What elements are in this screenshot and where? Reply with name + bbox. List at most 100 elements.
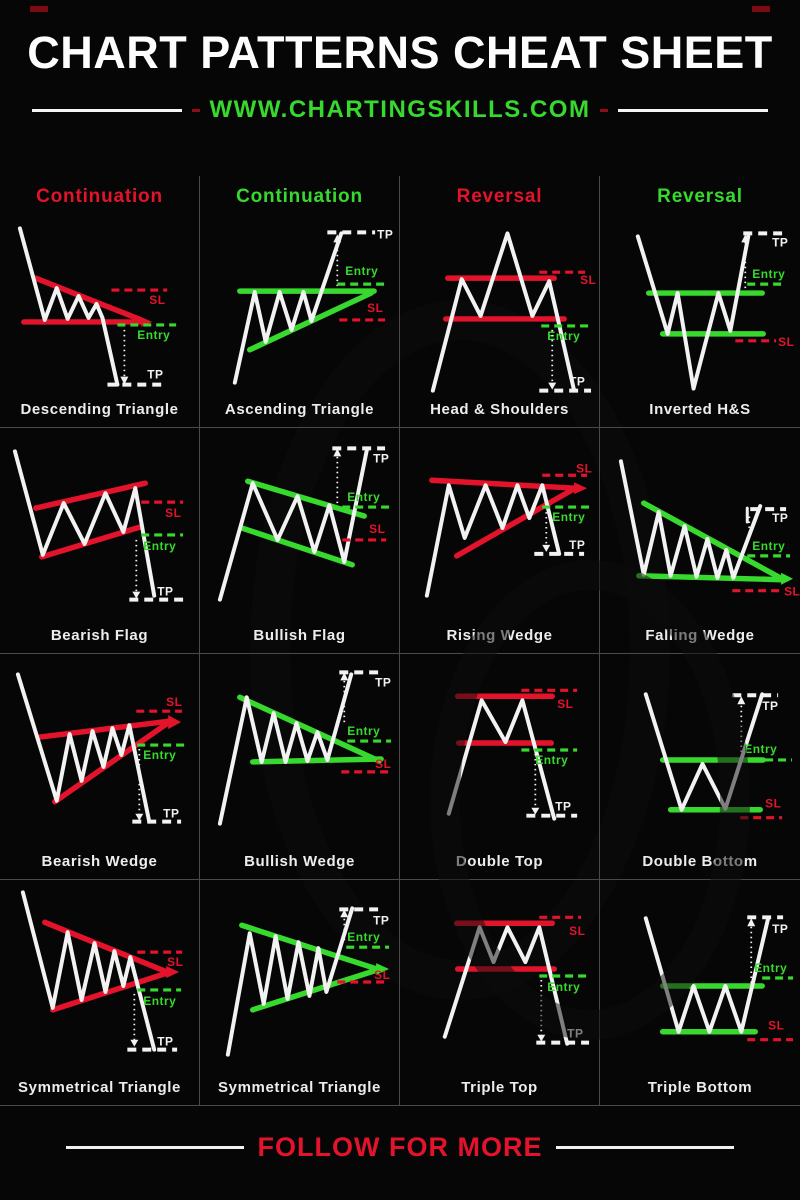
pattern-name: Head & Shoulders bbox=[430, 401, 569, 418]
column-headers: Continuation Continuation Reversal Rever… bbox=[0, 176, 800, 218]
triangle-lower-line bbox=[49, 970, 170, 1013]
down-arrow-icon bbox=[537, 1034, 546, 1042]
subtitle-red-tip-right bbox=[600, 108, 609, 112]
triangle-upper-line bbox=[239, 922, 380, 972]
pattern-name: Triple Top bbox=[461, 1079, 538, 1096]
descending-triangle-chart: SL Entry TP bbox=[17, 226, 177, 387]
pattern-name: Symmetrical Triangle bbox=[18, 1079, 181, 1096]
pattern-cell-rising-wedge: SL Entry TP Rising Wedge bbox=[400, 428, 600, 653]
falling-wedge-chart: TP Entry SL bbox=[618, 459, 799, 599]
pattern-name: Ascending Triangle bbox=[224, 401, 375, 418]
sl-label: SL bbox=[375, 757, 391, 771]
pattern-cell-bullish-flag: TP Entry SL Bullish Flag bbox=[200, 428, 400, 653]
tp-label: TP bbox=[772, 235, 788, 249]
entry-label: Entry bbox=[744, 742, 777, 756]
tp-label: TP bbox=[555, 800, 571, 814]
pattern-name: Triple Bottom bbox=[647, 1079, 753, 1096]
tp-label: TP bbox=[569, 538, 585, 552]
tp-label: TP bbox=[373, 451, 389, 465]
price-line bbox=[442, 925, 570, 1046]
pattern-cell-bearish-flag: SL Entry TP Bearish Flag bbox=[0, 428, 200, 653]
head-shoulders-chart: SL Entry TP bbox=[430, 231, 596, 393]
down-arrow-icon bbox=[132, 591, 141, 599]
pattern-name: Descending Triangle bbox=[20, 401, 179, 418]
website-link[interactable]: WWW.CHARTINGSKILLS.COM bbox=[209, 96, 591, 123]
bearish-wedge-chart: SL Entry TP bbox=[15, 672, 185, 824]
wedge-upper-line bbox=[640, 500, 783, 581]
pattern-row-2: SL Entry TP Bearish Flag TP bbox=[0, 428, 800, 654]
pattern-name: Bullish Flag bbox=[253, 627, 346, 644]
wedge-upper-line bbox=[237, 694, 382, 764]
entry-label: Entry bbox=[535, 753, 568, 767]
bullish-flag-chart: TP Entry SL bbox=[217, 446, 392, 602]
sl-label: SL bbox=[166, 695, 182, 709]
up-arrow-icon bbox=[340, 909, 349, 918]
pattern-name: Bullish Wedge bbox=[244, 853, 355, 870]
up-arrow-icon bbox=[736, 696, 745, 705]
tp-label: TP bbox=[567, 1027, 583, 1041]
pattern-cell-double-bottom: TP Entry SL Double Bottom bbox=[600, 654, 800, 879]
pattern-name: Bearish Flag bbox=[50, 627, 149, 644]
tp-label: TP bbox=[762, 699, 778, 713]
tp-label: TP bbox=[569, 375, 585, 389]
sl-label: SL bbox=[369, 522, 385, 536]
entry-label: Entry bbox=[347, 930, 380, 944]
symmetrical-triangle-bullish-chart: TP Entry SL bbox=[225, 906, 390, 1057]
sl-label: SL bbox=[165, 506, 181, 520]
flag-upper-line bbox=[33, 480, 149, 511]
tp-label: TP bbox=[772, 511, 788, 525]
triple-top-chart: SL Entry TP bbox=[442, 915, 590, 1046]
tp-label: TP bbox=[147, 368, 163, 382]
down-arrow-icon bbox=[531, 807, 540, 815]
column-header-continuation-bearish: Continuation bbox=[0, 176, 200, 218]
entry-label: Entry bbox=[143, 994, 176, 1008]
sl-label: SL bbox=[367, 301, 383, 315]
down-arrow-icon bbox=[130, 1039, 139, 1047]
triangle-lower-line bbox=[249, 967, 380, 1013]
flag-upper-line bbox=[245, 478, 367, 519]
price-line bbox=[217, 446, 370, 602]
footer-line-left bbox=[65, 1146, 244, 1149]
rising-wedge-chart: SL Entry TP bbox=[424, 461, 592, 598]
pattern-cell-triple-top: SL Entry TP Triple Top bbox=[400, 880, 600, 1105]
tp-label: TP bbox=[373, 913, 389, 927]
bearish-flag-chart: SL Entry TP bbox=[12, 449, 186, 602]
wedge-upper-line bbox=[429, 477, 578, 491]
tp-label: TP bbox=[157, 585, 173, 599]
apex-arrow-icon bbox=[574, 482, 588, 495]
pattern-name: Double Top bbox=[455, 853, 544, 870]
entry-label: Entry bbox=[752, 267, 785, 281]
pattern-name: Inverted H&S bbox=[649, 401, 751, 418]
pattern-name: Symmetrical Triangle bbox=[218, 1079, 381, 1096]
apex-arrow-icon bbox=[780, 572, 793, 585]
footer-line-right bbox=[556, 1146, 735, 1149]
pattern-cell-triple-bottom: TP Entry SL Triple Bottom bbox=[600, 880, 800, 1105]
entry-label: Entry bbox=[547, 329, 580, 343]
price-line bbox=[446, 698, 557, 821]
sl-label: SL bbox=[569, 924, 585, 938]
tp-label: TP bbox=[157, 1035, 173, 1049]
down-arrow-icon bbox=[542, 544, 551, 552]
pattern-cell-descending-triangle: SL Entry TP Descending Triangle bbox=[0, 218, 200, 427]
page-title: CHART PATTERNS CHEAT SHEET bbox=[27, 27, 773, 78]
price-line bbox=[20, 890, 157, 1052]
subtitle-line-left bbox=[31, 108, 182, 112]
entry-label: Entry bbox=[347, 724, 380, 738]
double-top-chart: SL Entry TP bbox=[446, 688, 578, 821]
pattern-name: Rising Wedge bbox=[446, 627, 553, 644]
top-right-red-mark bbox=[752, 6, 770, 12]
wedge-lower-line bbox=[453, 485, 578, 559]
column-header-continuation-bullish: Continuation bbox=[200, 176, 400, 218]
tp-label: TP bbox=[163, 807, 179, 821]
flag-lower-line bbox=[239, 525, 355, 568]
pattern-cell-bearish-wedge: SL Entry TP Bearish Wedge bbox=[0, 654, 200, 879]
price-line bbox=[643, 692, 764, 812]
price-line bbox=[12, 449, 157, 598]
subtitle: WWW.CHARTINGSKILLS.COM bbox=[0, 96, 800, 124]
apex-arrow-icon bbox=[376, 963, 390, 976]
price-line bbox=[635, 234, 750, 391]
up-arrow-icon bbox=[740, 234, 749, 243]
ascending-triangle-chart: TP Entry SL bbox=[232, 227, 393, 385]
price-line bbox=[17, 226, 120, 387]
entry-label: Entry bbox=[754, 961, 787, 975]
